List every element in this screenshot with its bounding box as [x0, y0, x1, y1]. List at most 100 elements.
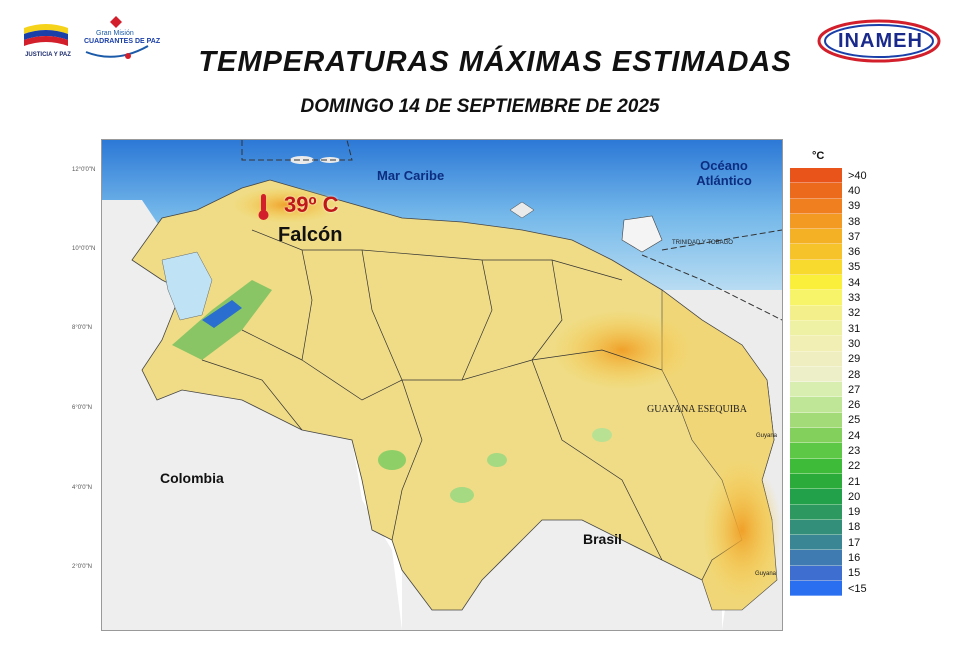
- legend-label: 19: [848, 506, 861, 519]
- legend-label: 15: [848, 567, 861, 580]
- legend-label: 24: [848, 429, 861, 442]
- legend-swatch: [790, 229, 842, 245]
- legend-swatch: [790, 168, 842, 184]
- legend-swatch: [790, 320, 842, 337]
- legend-row: 24: [790, 428, 867, 444]
- inameh-label: INAMEH: [838, 30, 923, 52]
- lat-label: 4°0'0"N: [72, 485, 93, 491]
- lat-label: 6°0'0"N: [72, 405, 93, 411]
- state-borders: [201, 229, 663, 561]
- legend-row: 34: [790, 275, 867, 291]
- maritime-boundary: [661, 229, 782, 251]
- mission-line1: Gran Misión: [96, 30, 134, 37]
- legend-swatch: [790, 213, 842, 230]
- legend-row: 27: [790, 382, 867, 398]
- legend-swatch: [790, 535, 842, 551]
- justicia-paz-logo: JUSTICIA Y PAZ: [20, 22, 72, 65]
- legend-swatch: [790, 336, 842, 352]
- margarita-island: [509, 201, 535, 219]
- legend-row: 35: [790, 259, 867, 276]
- highlight-value: 39º C: [284, 192, 339, 217]
- page-title: TEMPERATURAS MÁXIMAS ESTIMADAS: [198, 46, 792, 78]
- legend-label: 37: [848, 230, 861, 243]
- legend-row: 20: [790, 489, 867, 505]
- legend-row: 39: [790, 198, 867, 214]
- legend-swatch: [790, 519, 842, 536]
- map-svg: [102, 140, 782, 630]
- legend-label: 40: [848, 184, 861, 197]
- legend-label: 20: [848, 490, 861, 503]
- thermometer-icon: [258, 194, 269, 220]
- legend-swatch: [790, 382, 842, 398]
- legend-row: 23: [790, 443, 867, 459]
- page-subtitle: DOMINGO 14 DE SEPTIEMBRE DE 2025: [300, 96, 660, 117]
- legend-label: 26: [848, 399, 861, 412]
- legend-unit: °C: [812, 150, 825, 162]
- legend-label: 22: [848, 460, 861, 473]
- legend-swatch: [790, 565, 842, 582]
- legend-row: 26: [790, 397, 867, 413]
- trinidad-label: TRINIDAD Y TOBAGO: [672, 240, 733, 246]
- legend-swatch: [790, 366, 842, 383]
- legend-label: 29: [848, 353, 861, 366]
- inameh-logo: INAMEH: [816, 18, 942, 69]
- legend-swatch: [790, 458, 842, 474]
- legend-label: 27: [848, 383, 861, 396]
- justicia-paz-label: JUSTICIA Y PAZ: [25, 52, 71, 58]
- legend-swatch: [790, 428, 842, 444]
- legend-label: 18: [848, 521, 861, 534]
- lat-label: 8°0'0"N: [72, 325, 93, 331]
- legend-label: 38: [848, 215, 861, 228]
- sea-label: Mar Caribe: [377, 168, 445, 183]
- legend-row: 30: [790, 336, 867, 352]
- legend-swatch: [790, 581, 842, 597]
- legend-row: 21: [790, 473, 867, 490]
- legend-swatch: [790, 473, 842, 490]
- legend-swatch: [790, 489, 842, 505]
- ocean-label: Océano Atlántico: [696, 158, 752, 188]
- legend-label: 16: [848, 552, 861, 565]
- guayana-label: GUAYANA ESEQUIBA: [647, 404, 747, 415]
- legend-swatch: [790, 397, 842, 413]
- legend-swatch: [790, 412, 842, 429]
- legend-row: >40: [790, 168, 867, 184]
- legend-row: 28: [790, 366, 867, 383]
- temperature-map: [101, 139, 783, 631]
- legend-row: 31: [790, 320, 867, 337]
- legend-label: 36: [848, 246, 861, 259]
- cool-patch: [487, 453, 507, 467]
- country-brasil: Brasil: [583, 531, 622, 547]
- legend-swatch: [790, 550, 842, 566]
- lat-label: 10°0'0"N: [72, 246, 96, 252]
- cool-patch: [378, 450, 406, 470]
- legend-swatch: [790, 305, 842, 321]
- legend-swatch: [790, 244, 842, 260]
- trinidad-island: [621, 215, 663, 253]
- island: [290, 156, 314, 164]
- legend-label: 35: [848, 261, 861, 274]
- legend-swatch: [790, 290, 842, 306]
- country-colombia: Colombia: [160, 470, 224, 486]
- cuadrantes-paz-logo: Gran Misión CUADRANTES DE PAZ: [80, 16, 160, 67]
- legend-swatch: [790, 504, 842, 520]
- legend-row: 19: [790, 504, 867, 520]
- hot-zone-south-east: [702, 460, 782, 600]
- andes-cold-zone: [202, 300, 242, 328]
- legend-row: 25: [790, 412, 867, 429]
- legend-swatch: [790, 443, 842, 459]
- legend-row: 15: [790, 565, 867, 582]
- legend-label: 39: [848, 200, 861, 213]
- maritime-boundary: [641, 254, 782, 321]
- hot-zone-east: [552, 310, 692, 390]
- legend-row: 36: [790, 244, 867, 260]
- cool-patch: [450, 487, 474, 503]
- lat-label: 12°0'0"N: [72, 167, 96, 173]
- legend-row: 16: [790, 550, 867, 566]
- guyana-label: Guyana: [756, 433, 778, 439]
- legend-label: 30: [848, 337, 861, 350]
- legend-row: 33: [790, 290, 867, 306]
- legend-row: 17: [790, 535, 867, 551]
- mission-line2: CUADRANTES DE PAZ: [84, 38, 161, 45]
- legend-label: 31: [848, 322, 861, 335]
- legend-label: 34: [848, 276, 861, 289]
